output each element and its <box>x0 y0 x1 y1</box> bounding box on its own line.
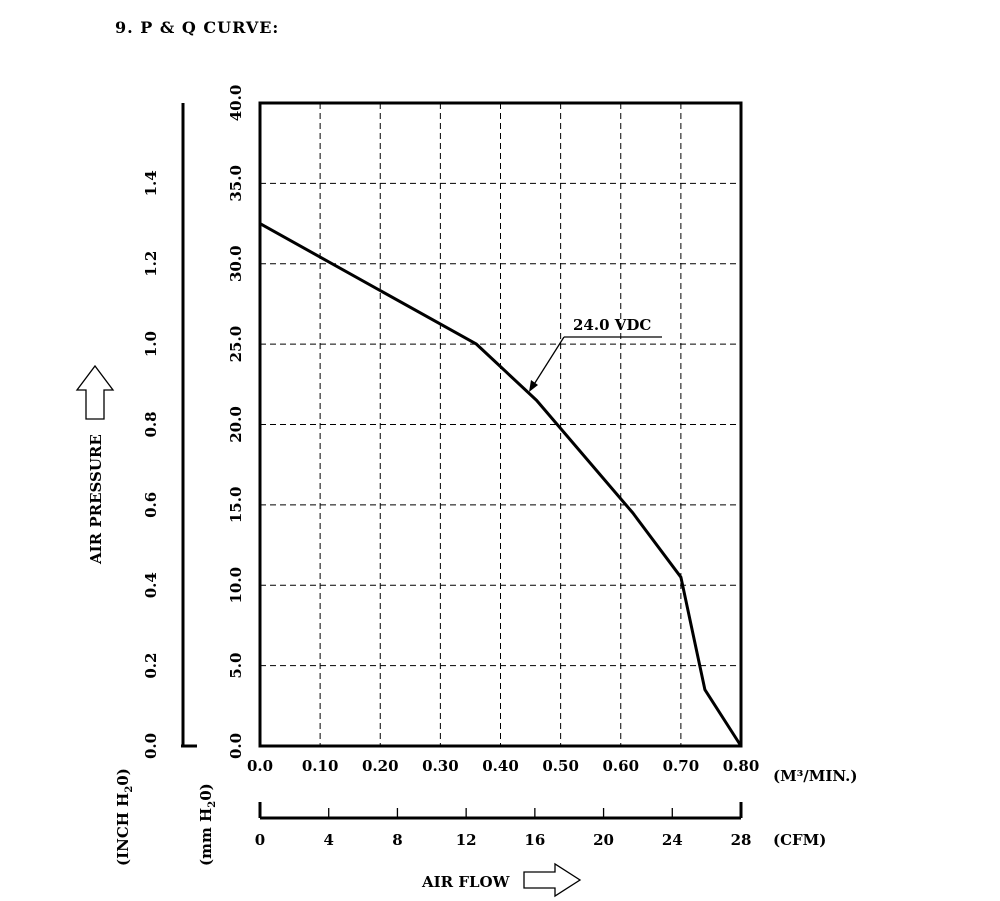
y-tick-labels: 0.0 5.0 10.0 15.0 20.0 25.0 30.0 35.0 40.0 <box>227 85 245 759</box>
cfm-tick-label: 8 <box>392 831 402 849</box>
y-tick-label: 20.0 <box>227 406 245 443</box>
cfm-tick-label: 28 <box>731 831 752 849</box>
mm-unit-label: (mm H20) <box>197 783 218 866</box>
x-tick-label: 0.50 <box>542 757 579 775</box>
inch-tick-labels: 0.0 0.2 0.4 0.6 0.8 1.0 1.2 1.4 <box>142 170 160 759</box>
plot-frame <box>258 101 743 748</box>
x-tick-label: 0.20 <box>362 757 399 775</box>
inch-tick-label: 0.8 <box>142 411 160 437</box>
y-tick-label: 5.0 <box>227 653 245 679</box>
x-tick-label: 0.80 <box>723 757 760 775</box>
series-line-24vdc <box>259 222 743 747</box>
inch-unit-label: (INCH H20) <box>114 768 135 866</box>
y-tick-label: 35.0 <box>227 165 245 202</box>
cfm-tick-label: 12 <box>456 831 477 849</box>
page-heading: 9. P & Q CURVE: <box>115 18 279 37</box>
y-tick-label: 0.0 <box>227 733 245 759</box>
y-tick-label: 30.0 <box>227 245 245 282</box>
cfm-ticks: 0 4 8 12 16 20 24 28 <box>255 802 752 849</box>
right-arrow-icon <box>523 862 582 898</box>
cfm-tick-label: 0 <box>255 831 265 849</box>
x-tick-label: 0.40 <box>482 757 519 775</box>
cfm-unit-label: (CFM) <box>773 831 826 849</box>
x-tick-label: 0.10 <box>302 757 339 775</box>
x-tick-label: 0.70 <box>663 757 700 775</box>
x-unit-label: (M³/MIN.) <box>773 767 857 785</box>
cfm-tick-label: 20 <box>593 831 614 849</box>
inch-tick-label: 0.0 <box>142 733 160 759</box>
annotation-label: 24.0 VDC <box>573 316 651 334</box>
y-tick-label: 40.0 <box>227 85 245 122</box>
y-axis-title: AIR PRESSURE <box>87 434 105 565</box>
cfm-tick-label: 16 <box>524 831 545 849</box>
inch-tick-label: 0.2 <box>142 653 160 679</box>
y-tick-label: 15.0 <box>227 487 245 524</box>
inch-tick-label: 0.6 <box>142 492 160 518</box>
inch-tick-label: 1.4 <box>142 170 160 196</box>
up-arrow-icon <box>75 364 115 420</box>
y-tick-label: 25.0 <box>227 326 245 363</box>
inch-tick-label: 1.0 <box>142 331 160 357</box>
annotation-leader <box>532 336 565 387</box>
cfm-tick-label: 24 <box>662 831 683 849</box>
x-tick-label: 0.60 <box>602 757 639 775</box>
cfm-tick-label: 4 <box>323 831 333 849</box>
y-tick-label: 10.0 <box>227 567 245 604</box>
x-tick-label: 0.30 <box>422 757 459 775</box>
inch-tick-label: 1.2 <box>142 251 160 277</box>
annotation-arrowhead <box>529 380 538 392</box>
x-tick-label: 0.0 <box>247 757 273 775</box>
inch-tick-label: 0.4 <box>142 572 160 598</box>
x-axis-title: AIR FLOW <box>421 873 511 891</box>
x-tick-labels: 0.0 0.10 0.20 0.30 0.40 0.50 0.60 0.70 0.80 <box>247 757 759 775</box>
chart-grid <box>260 103 741 746</box>
